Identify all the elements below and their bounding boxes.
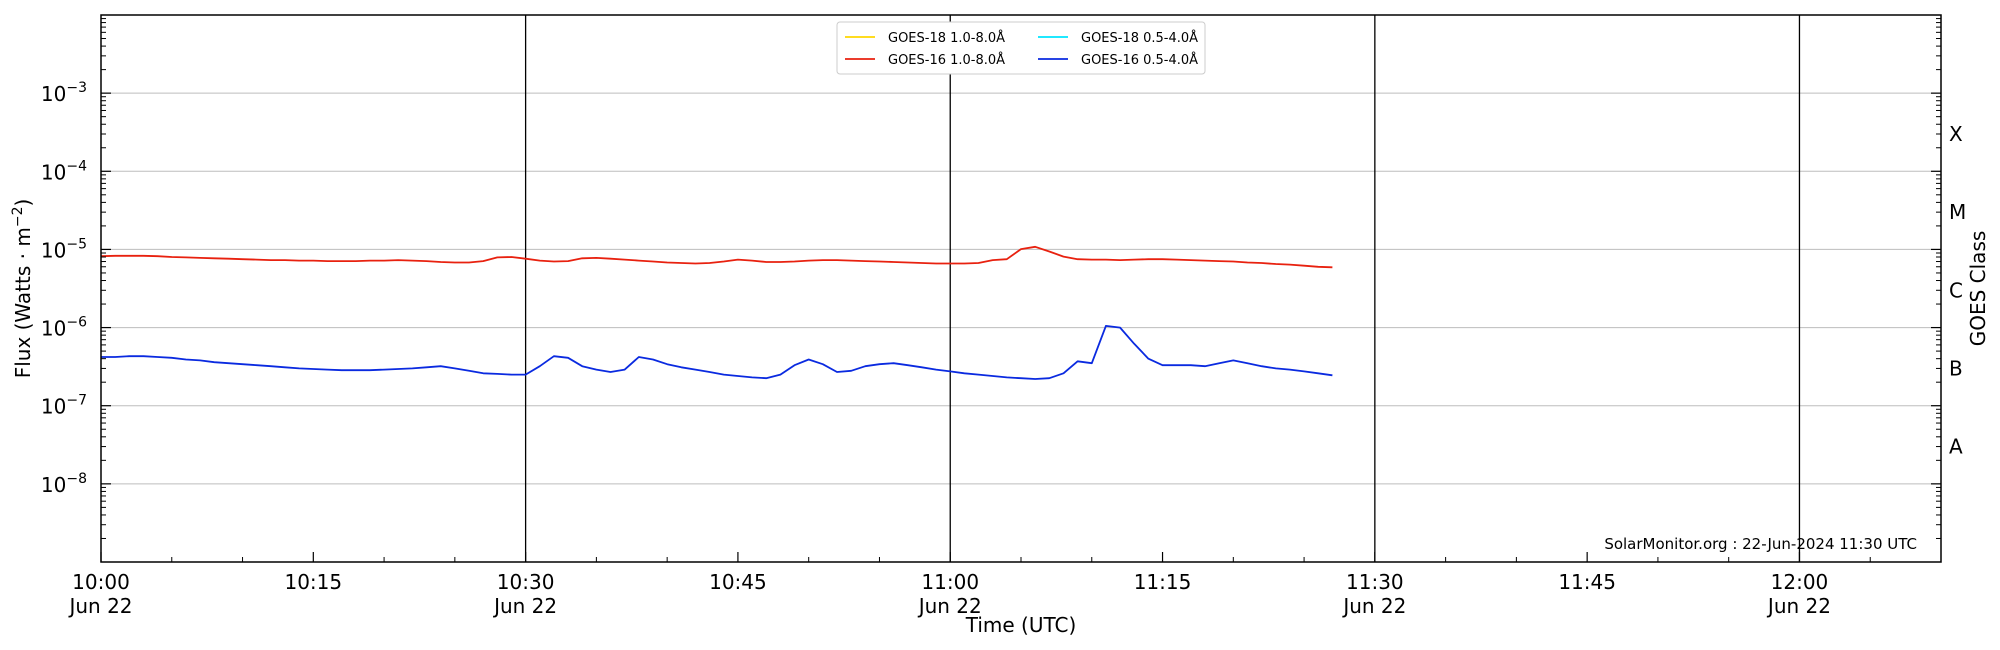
series-line <box>100 245 1333 269</box>
goes-class-label: M <box>1949 200 1966 224</box>
x-tick-date-label: Jun 22 <box>1766 594 1831 618</box>
legend-entry-label: GOES-16 0.5-4.0Å <box>1081 52 1198 68</box>
legend-entry-label: GOES-16 1.0-8.0Å <box>888 52 1005 68</box>
x-tick-label: 10:00 <box>72 570 130 594</box>
legend-box <box>836 21 1206 75</box>
series-lines <box>100 245 1333 380</box>
x-tick-label: 11:30 <box>1346 570 1404 594</box>
x-tick-label: 12:00 <box>1771 570 1829 594</box>
goes-class-label: B <box>1949 356 1963 380</box>
goes-class-label: A <box>1949 435 1963 459</box>
y-tick-label: 10−3 <box>41 80 87 106</box>
y-tick-label: 10−6 <box>41 315 87 341</box>
x-tick-label: 10:45 <box>709 570 767 594</box>
x-tick-label: 11:15 <box>1134 570 1192 594</box>
y-tick-label: 10−8 <box>41 471 87 497</box>
y-tick-label: 10−4 <box>41 158 87 184</box>
x-tick-label: 11:00 <box>921 570 979 594</box>
legend: GOES-18 1.0-8.0Å GOES-18 0.5-4.0Å GOES-16 … <box>836 21 1206 75</box>
x-tick-label: 11:45 <box>1558 570 1616 594</box>
x-tick-label: 10:30 <box>497 570 555 594</box>
x-tick-date-label: Jun 22 <box>917 594 982 618</box>
legend-entry-label: GOES-18 1.0-8.0Å <box>888 30 1005 46</box>
goes-class-label: C <box>1949 278 1963 302</box>
day-marker-lines <box>524 15 1801 562</box>
x-tick-date-label: Jun 22 <box>492 594 557 618</box>
axis-ticks <box>100 18 1942 562</box>
goes-class-axis-label: GOES Class <box>1966 231 1990 347</box>
legend-entry-label: GOES-18 0.5-4.0Å <box>1081 30 1198 46</box>
x-tick-date-label: Jun 22 <box>1341 594 1406 618</box>
y-tick-label: 10−7 <box>41 393 87 419</box>
credit-text: SolarMonitor.org : 22-Jun-2024 11:30 UTC <box>1604 535 1917 553</box>
series-line <box>101 324 1333 380</box>
x-tick-label: 10:15 <box>284 570 342 594</box>
y-axis-label: Flux (Watts · m−2) <box>10 199 35 379</box>
x-tick-date-label: Jun 22 <box>67 594 132 618</box>
y-tick-label: 10−5 <box>41 236 87 262</box>
x-axis-label: Time (UTC) <box>965 613 1077 637</box>
goes-class-label: X <box>1949 122 1963 146</box>
